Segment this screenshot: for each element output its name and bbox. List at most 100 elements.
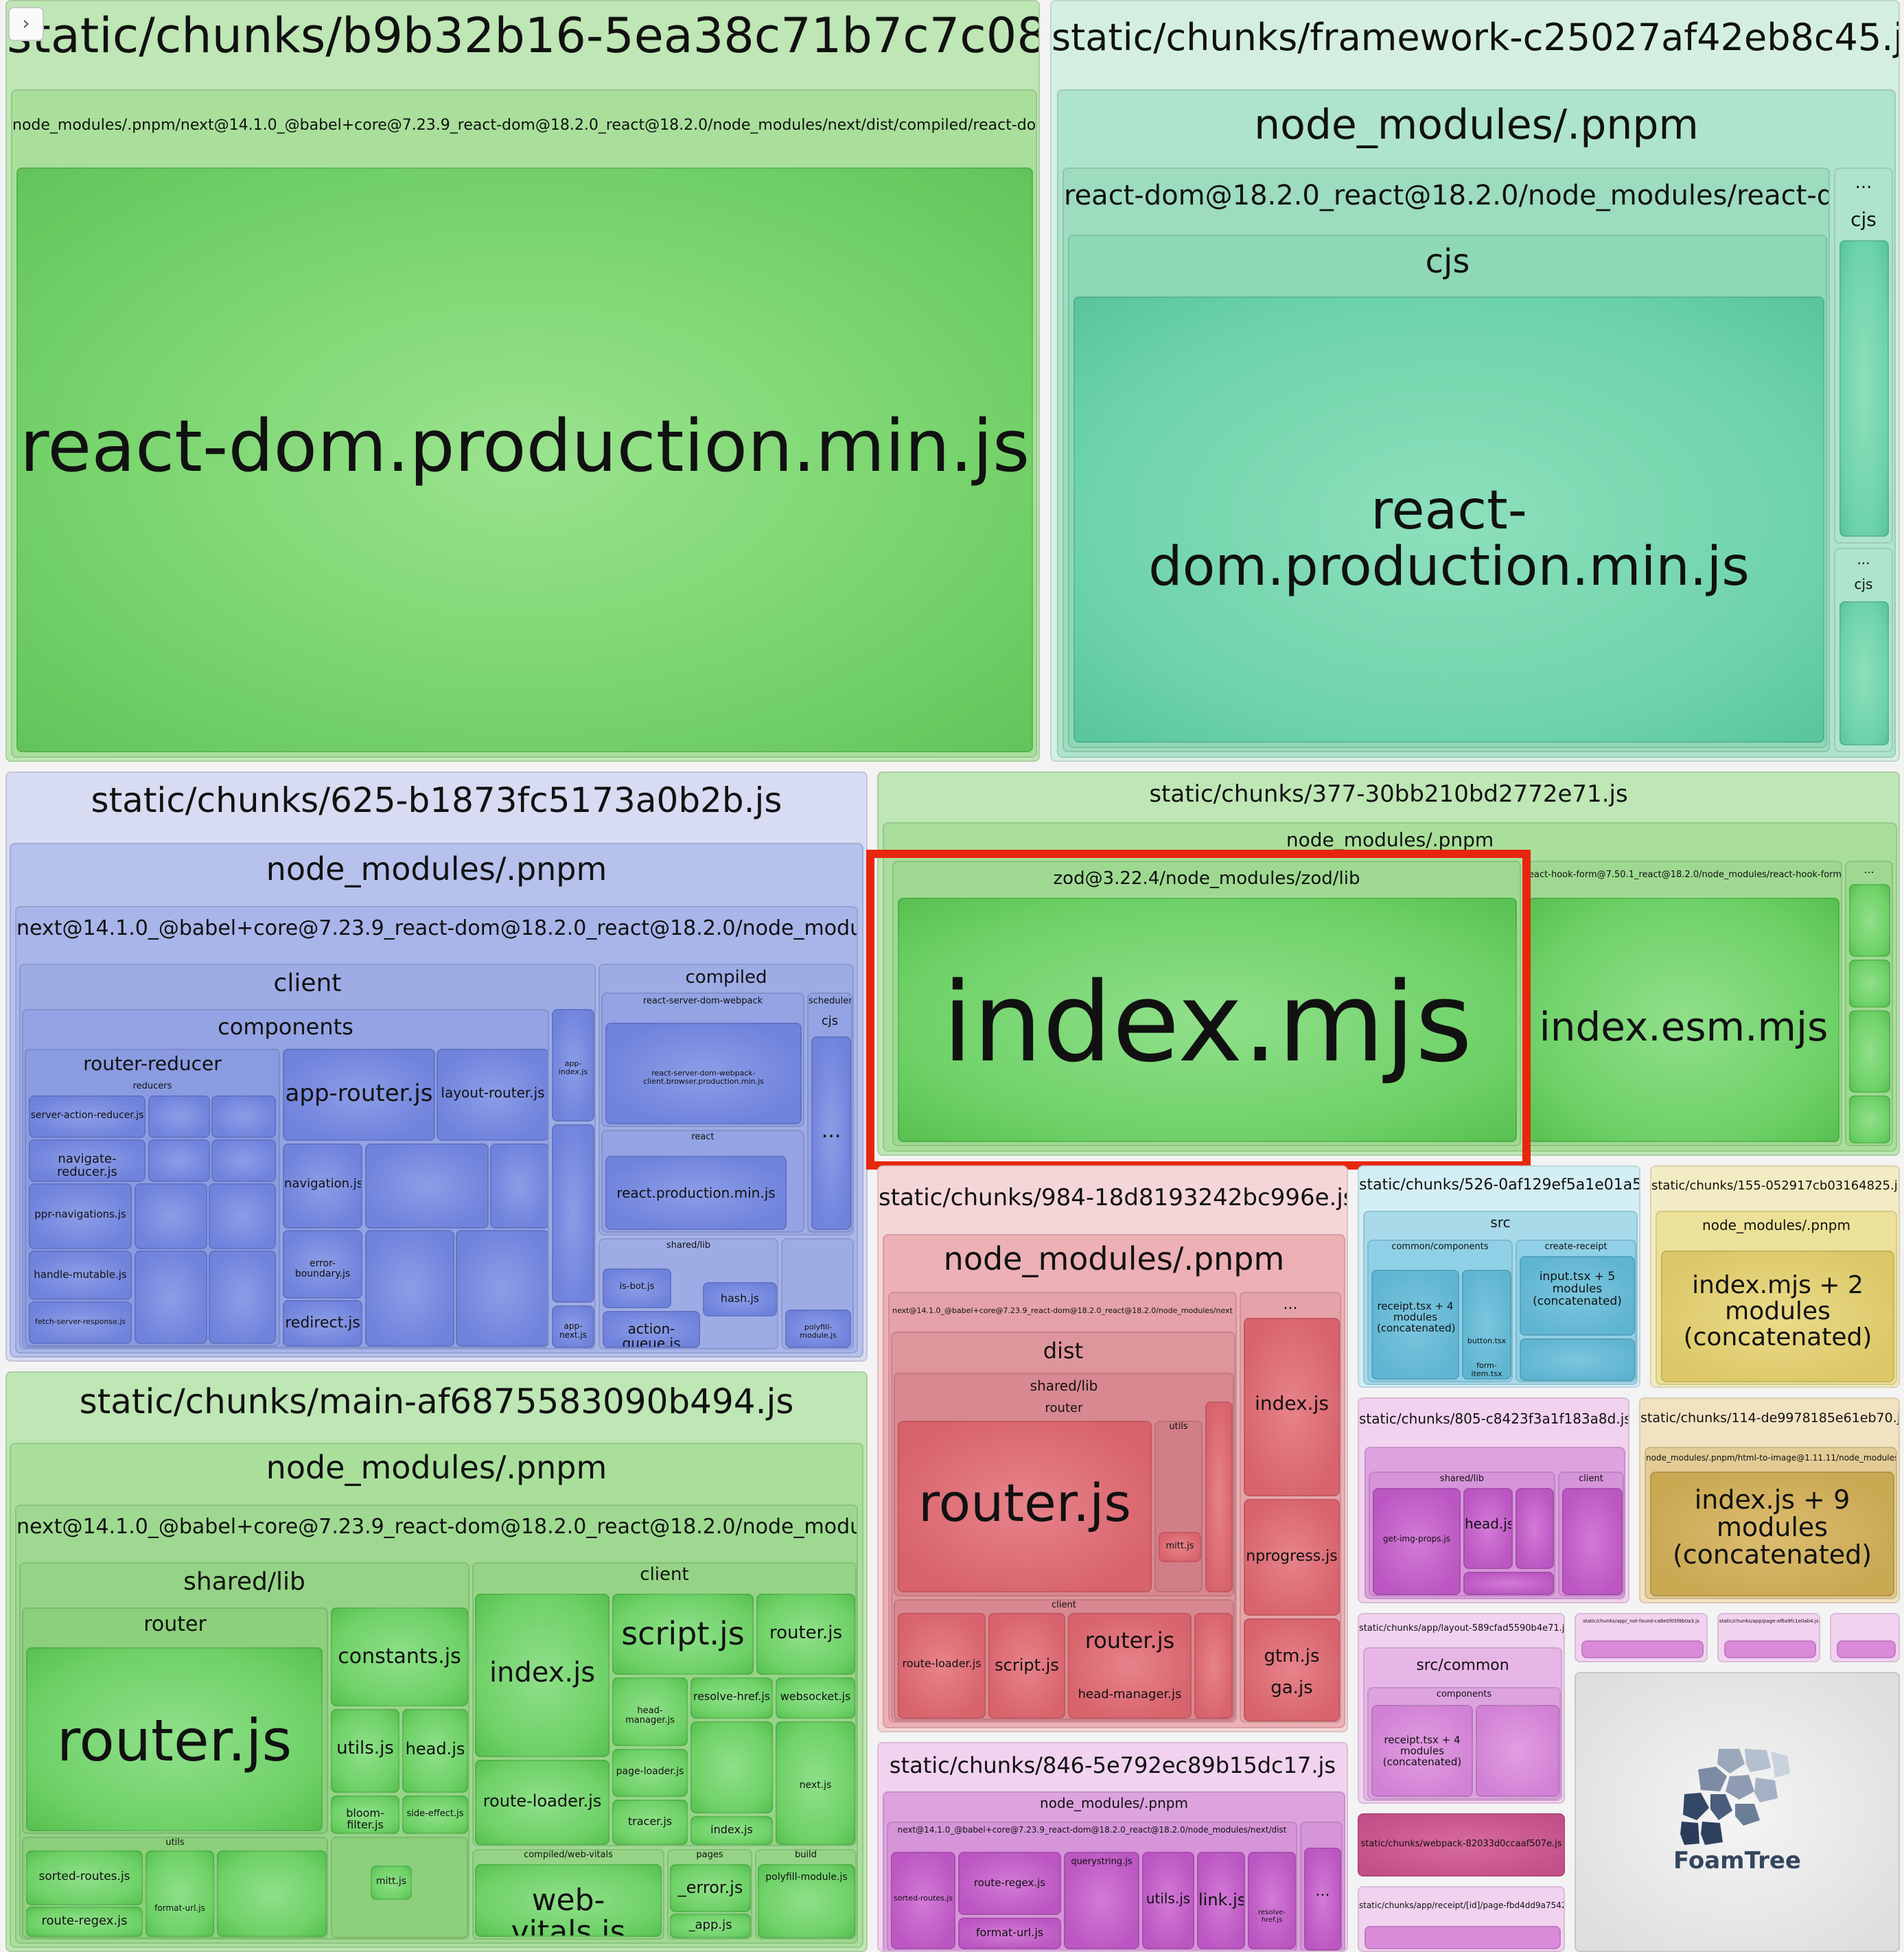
- folder-src[interactable]: src common/components receipt.tsx + 4 mo…: [1363, 1211, 1638, 1385]
- module-navigation[interactable]: navigation.js: [283, 1143, 362, 1229]
- module-reducer-f[interactable]: [209, 1183, 276, 1249]
- folder-receipt-page[interactable]: [1365, 1926, 1561, 1949]
- folder-side[interactable]: ...: [1300, 1822, 1343, 1951]
- chunk-155[interactable]: static/chunks/155-052917cb03164825.js no…: [1650, 1165, 1900, 1388]
- folder-pnpm[interactable]: node_modules/.pnpm next@14.1.0_@babel+co…: [883, 1234, 1345, 1728]
- folder-page[interactable]: [1724, 1640, 1816, 1658]
- folder-pnpm[interactable]: node_modules/.pnpm index.mjs + 2 modules…: [1656, 1211, 1897, 1385]
- module-reducer-b[interactable]: [211, 1095, 276, 1138]
- module-react-production[interactable]: react.production.min.js: [605, 1156, 787, 1230]
- folder-pnpm[interactable]: node_modules/.pnpm next@14.1.0_@babel+co…: [883, 1791, 1345, 1951]
- module-side-c[interactable]: [1849, 1010, 1890, 1093]
- folder-components[interactable]: components router-reducer reducers serve…: [22, 1009, 549, 1348]
- module-error-boundary[interactable]: error-boundary.js: [283, 1230, 362, 1299]
- module-route-regex[interactable]: route-regex.js: [958, 1852, 1061, 1915]
- module-index[interactable]: index.js: [475, 1594, 609, 1757]
- module-comp-a[interactable]: [365, 1143, 489, 1229]
- module-scheduler[interactable]: ...: [811, 1036, 851, 1230]
- folder-shared-lib[interactable]: shared/lib router router.js constants.js…: [19, 1562, 469, 1940]
- module-comp-c[interactable]: [365, 1230, 454, 1347]
- chunk-not-found[interactable]: static/chunks/app/_not-found-ca8e0f05f8b…: [1575, 1613, 1708, 1662]
- module-app[interactable]: _app.js: [670, 1914, 751, 1938]
- module-mitt[interactable]: mitt.js: [371, 1866, 412, 1900]
- folder-components[interactable]: components receipt.tsx + 4 modules (conc…: [1367, 1687, 1561, 1800]
- module-polyfill[interactable]: polyfill-module.js: [758, 1864, 855, 1938]
- module-client-a[interactable]: [1194, 1613, 1233, 1719]
- folder-zod[interactable]: zod@3.22.4/node_modules/zod/lib index.mj…: [892, 861, 1521, 1146]
- module-action-queue[interactable]: action-queue.js: [603, 1311, 700, 1348]
- folder-rhf[interactable]: react-hook-form@7.50.1_react@18.2.0/node…: [1524, 861, 1842, 1146]
- module-input[interactable]: input.tsx + 5 modules (concatenated): [1520, 1256, 1635, 1336]
- module-web-vitals[interactable]: web-vitals.js: [475, 1864, 662, 1937]
- module-server-action-reducer[interactable]: server-action-reducer.js: [29, 1095, 146, 1138]
- folder-dist[interactable]: dist shared/lib router router.js utils m…: [891, 1332, 1235, 1721]
- module-navigate-reducer[interactable]: navigate-reducer.js: [29, 1139, 146, 1182]
- module-route-loader[interactable]: route-loader.js: [475, 1760, 609, 1845]
- module-link[interactable]: link.js: [1197, 1852, 1245, 1949]
- module-app-router[interactable]: app-router.js: [283, 1049, 435, 1141]
- folder-client[interactable]: client: [1558, 1472, 1624, 1596]
- folder-react-dom-cjs[interactable]: node_modules/.pnpm/next@14.1.0_@babel+co…: [11, 89, 1037, 758]
- folder-pnpm[interactable]: node_modules/.pnpm zod@3.22.4/node_modul…: [883, 822, 1897, 1152]
- module-reducer-c[interactable]: [148, 1139, 210, 1182]
- module-ppr-navigations[interactable]: ppr-navigations.js: [29, 1183, 132, 1249]
- module-sorted-routes[interactable]: sorted-routes.js: [26, 1850, 143, 1905]
- module-side[interactable]: ...: [1304, 1848, 1341, 1951]
- module-redirect[interactable]: redirect.js: [283, 1300, 362, 1347]
- chunk-114[interactable]: static/chunks/114-de9978185e61eb70.js no…: [1639, 1397, 1900, 1603]
- module-error[interactable]: _error.js: [670, 1864, 751, 1912]
- module-handle-mutable[interactable]: handle-mutable.js: [29, 1251, 132, 1300]
- sidebar-toggle-button[interactable]: ›: [8, 7, 44, 41]
- folder-side[interactable]: ... index.js nprogress.js gtm.js ga.js: [1240, 1292, 1341, 1723]
- module-router[interactable]: router.js: [26, 1647, 323, 1831]
- module-reducer-h[interactable]: [209, 1251, 276, 1344]
- folder-next[interactable]: shared/lib get-img-props.js head.js clie…: [1365, 1447, 1625, 1599]
- folder-client[interactable]: client components router-reducer reducer…: [19, 964, 596, 1349]
- module-app-index[interactable]: app-index.js: [552, 1009, 594, 1122]
- folder-next-dist[interactable]: next@14.1.0_@babel+core@7.23.9_react-dom…: [15, 906, 858, 1353]
- module-shared-a[interactable]: [1516, 1488, 1554, 1569]
- folder-shared-lib[interactable]: shared/lib get-img-props.js head.js: [1369, 1472, 1555, 1596]
- folder-compiled[interactable]: compiled react-server-dom-webpack react-…: [599, 964, 854, 1235]
- module-head[interactable]: head.js: [402, 1709, 468, 1793]
- module-index[interactable]: index.js: [1244, 1318, 1340, 1496]
- module-tracer[interactable]: tracer.js: [612, 1800, 688, 1845]
- chunk-webpack[interactable]: static/chunks/webpack-82033d0ccaaf507e.j…: [1358, 1813, 1565, 1877]
- module-button[interactable]: button.tsx form-item.tsx: [1462, 1270, 1511, 1380]
- folder-build[interactable]: build polyfill-module.js: [755, 1849, 857, 1940]
- module-utils-a[interactable]: [217, 1850, 327, 1937]
- module-reducer-e[interactable]: [135, 1183, 207, 1249]
- module-script[interactable]: script.js: [612, 1594, 754, 1675]
- chunk-framework[interactable]: static/chunks/framework-c25027af42eb8c45…: [1050, 0, 1900, 762]
- module-rhf-index[interactable]: index.esm.mjs: [1528, 898, 1839, 1142]
- chunk-layout[interactable]: static/chunks/app/layout-589cfad5590b4e7…: [1358, 1613, 1565, 1804]
- module-side-effect[interactable]: side-effect.js: [402, 1796, 468, 1834]
- module-head-manager[interactable]: head-manager.js: [612, 1677, 688, 1746]
- module-script[interactable]: script.js: [988, 1613, 1065, 1719]
- module-head[interactable]: head.js: [1463, 1488, 1513, 1569]
- module-constants[interactable]: constants.js: [331, 1607, 468, 1706]
- module-reducer-g[interactable]: [135, 1251, 207, 1344]
- module-format-url[interactable]: format-url.js: [146, 1850, 214, 1937]
- module-utils[interactable]: utils.js: [1142, 1852, 1194, 1949]
- folder-pnpm[interactable]: node_modules/.pnpm next@14.1.0_@babel+co…: [10, 843, 863, 1358]
- folder-client[interactable]: client route-loader.js script.js router.…: [894, 1599, 1234, 1720]
- folder-pnpm[interactable]: node_modules/.pnpm react-dom@18.2.0_reac…: [1057, 89, 1896, 758]
- module-websocket[interactable]: websocket.js: [776, 1677, 855, 1719]
- module-get-img-props[interactable]: get-img-props.js: [1373, 1488, 1461, 1595]
- module-app-next[interactable]: app-next.js: [552, 1305, 594, 1348]
- module-client-a[interactable]: [552, 1124, 594, 1303]
- folder-utils[interactable]: utils mitt.js: [1154, 1421, 1203, 1592]
- module-comp-d[interactable]: [456, 1230, 548, 1347]
- module-layout-a[interactable]: [1476, 1705, 1559, 1797]
- folder-misc[interactable]: mitt.js: [331, 1837, 468, 1938]
- folder-rsdw[interactable]: react-server-dom-webpack react-server-do…: [601, 992, 804, 1127]
- folder-src-common[interactable]: src/common components receipt.tsx + 4 mo…: [1363, 1647, 1562, 1801]
- chunk-377[interactable]: static/chunks/377-30bb210bd2772e71.js no…: [877, 771, 1900, 1156]
- module-form[interactable]: [1520, 1338, 1635, 1381]
- chunk-846[interactable]: static/chunks/846-5e792ec89b15dc17.js no…: [877, 1742, 1348, 1952]
- chunk-page[interactable]: static/chunks/app/page-af6a9fc1e0ab4.js: [1717, 1613, 1820, 1662]
- folder-next-dist[interactable]: next@14.1.0_@babel+core@7.23.9_react-dom…: [887, 1822, 1297, 1951]
- module-nprogress[interactable]: nprogress.js: [1244, 1499, 1340, 1616]
- module-zod-index[interactable]: index.mjs: [898, 898, 1517, 1142]
